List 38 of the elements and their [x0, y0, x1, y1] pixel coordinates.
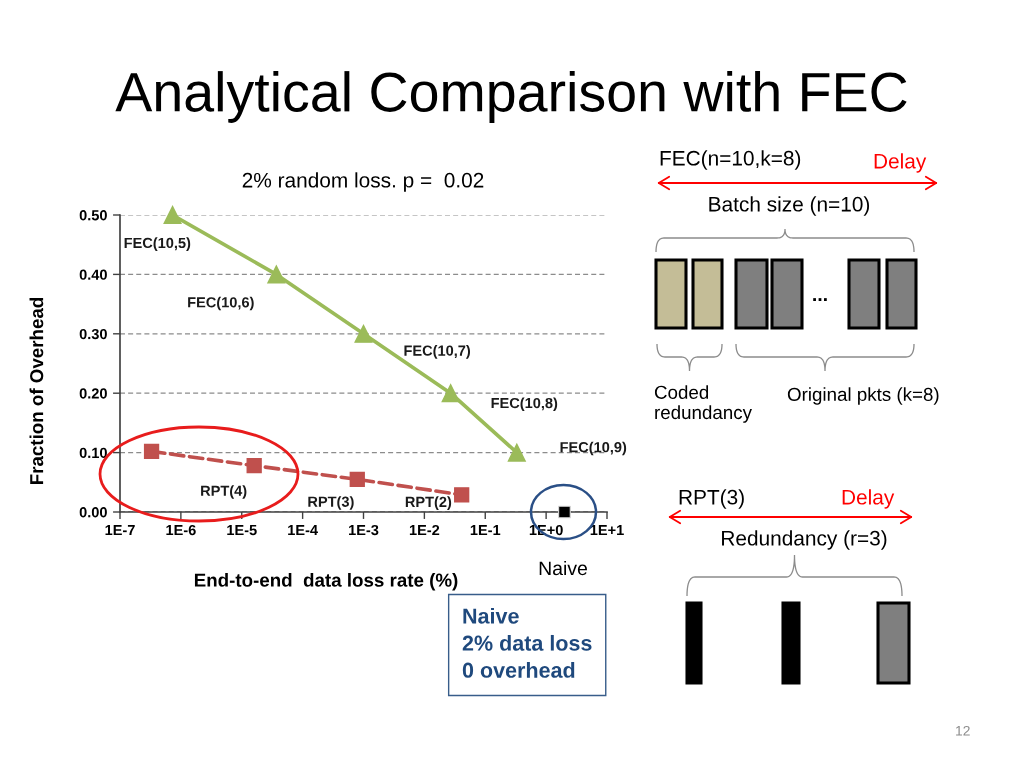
y-tick-label: 0.20: [79, 388, 107, 399]
annotation: FEC(10,6): [188, 296, 254, 311]
x-tick-label: 1E-4: [288, 525, 318, 536]
annotation: FEC(10,7): [404, 345, 471, 359]
text: Naive: [539, 560, 587, 576]
y-tick-label: 0.40: [79, 269, 107, 280]
text: Batch size (n=10): [709, 196, 870, 216]
annotation: FEC(10,5): [124, 237, 191, 251]
x-axis-title: End-to-end data loss rate (%): [194, 573, 458, 591]
text: FEC(n=10,k=8): [660, 150, 801, 170]
x-tick-label: 1E-7: [105, 525, 135, 536]
y-tick-label: 0.10: [79, 447, 107, 459]
x-tick-label: 1E+1: [590, 525, 624, 536]
x-tick-label: 1E-3: [349, 524, 379, 536]
text: Delay: [842, 489, 895, 509]
y-tick-label: 0.50: [79, 210, 107, 221]
x-tick-label: 1E-5: [227, 525, 257, 536]
annotation: RPT(3): [308, 496, 354, 510]
x-tick-label: 1E-1: [470, 525, 501, 536]
chart-subtitle: 2% random loss. p = 0.02: [242, 172, 484, 192]
text: Naive 2% data loss 0 overhead: [462, 607, 592, 678]
chart-title: Analytical Comparison with FEC: [115, 71, 907, 123]
text: Coded redundancy: [654, 385, 752, 423]
x-tick-label: 1E-6: [166, 524, 196, 536]
annotation: FEC(10,9): [560, 441, 627, 456]
text: 12: [956, 725, 970, 736]
annotation: FEC(10,8): [491, 397, 558, 412]
text: ...: [813, 298, 827, 302]
y-tick-label: 0.00: [79, 507, 107, 518]
y-tick-label: 0.30: [79, 328, 107, 340]
annotation: RPT(4): [201, 485, 247, 499]
y-axis-title: Fraction of Overhead: [29, 297, 44, 485]
text: RPT(3): [679, 489, 744, 509]
text: Delay: [874, 153, 927, 173]
annotation: RPT(2): [405, 496, 452, 510]
x-tick-label: 1E-2: [409, 524, 440, 536]
text: Original pkts (k=8): [787, 387, 939, 405]
text: Redundancy (r=3): [722, 530, 887, 550]
